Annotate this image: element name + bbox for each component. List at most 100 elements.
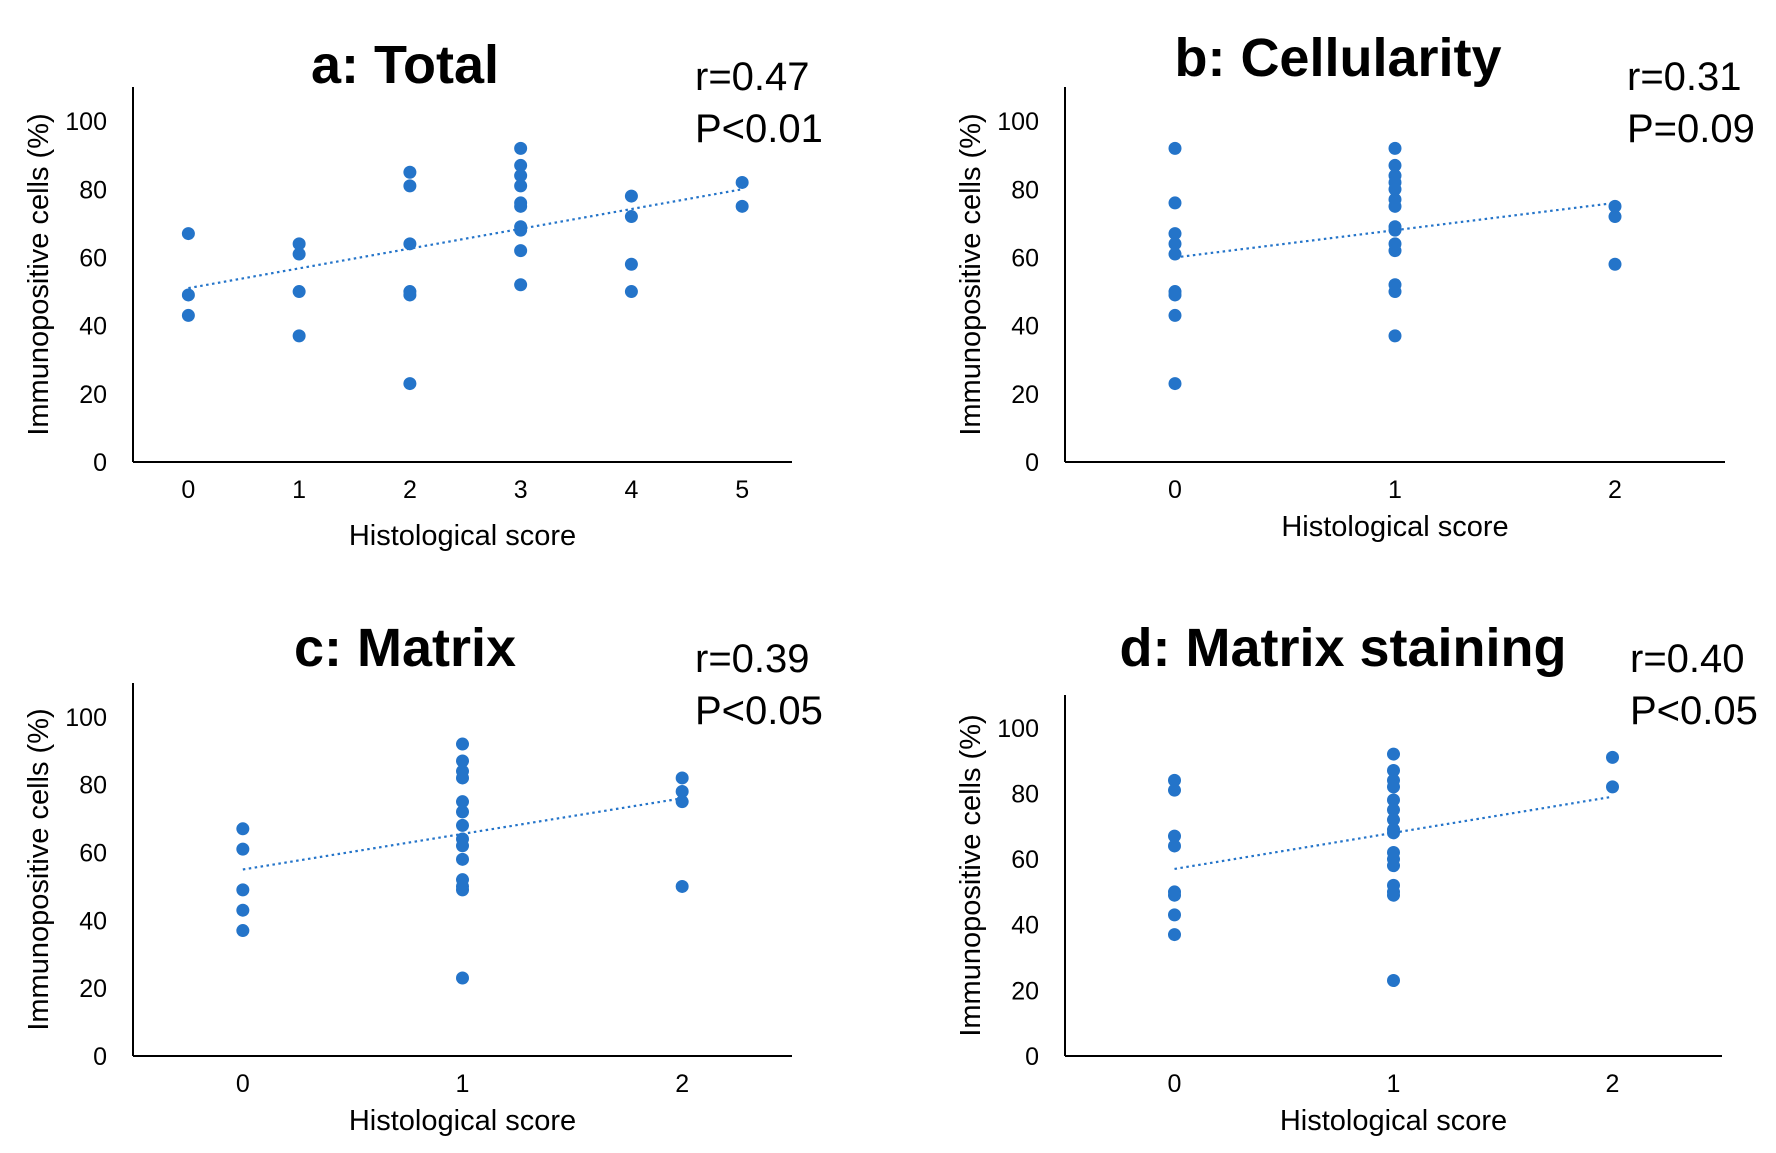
data-point (292, 285, 306, 299)
data-point (1387, 813, 1400, 827)
stat-annotation: P<0.01 (695, 107, 823, 151)
y-tick-label: 0 (1025, 1043, 1039, 1071)
x-tick-label: 2 (403, 476, 417, 504)
data-point (1387, 859, 1400, 873)
data-point (1388, 182, 1402, 196)
x-tick-label: 1 (292, 476, 306, 504)
data-point (456, 805, 469, 819)
data-point (1168, 783, 1181, 797)
data-point (1168, 247, 1182, 261)
data-point (1168, 237, 1182, 251)
y-axis-label: Immunopositive cells (%) (23, 113, 55, 435)
x-axis-label: Histological score (1280, 1105, 1507, 1137)
stat-annotation: P<0.05 (1630, 689, 1758, 733)
chart-title: b: Cellularity (1174, 28, 1501, 88)
trendline (1174, 201, 1616, 259)
data-point (1387, 826, 1400, 840)
y-tick-label: 40 (79, 313, 107, 341)
data-point (514, 179, 528, 193)
data-point (403, 179, 417, 193)
y-tick-label: 100 (997, 715, 1039, 743)
data-point (624, 210, 638, 224)
data-point (1388, 141, 1402, 155)
x-tick-label: 0 (1168, 476, 1182, 504)
data-point (514, 244, 528, 258)
data-point (181, 288, 195, 302)
y-axis-label: Immunopositive cells (%) (955, 714, 987, 1036)
y-tick-label: 20 (79, 381, 107, 409)
x-tick-label: 2 (1606, 1070, 1620, 1098)
x-axis-label: Histological score (349, 520, 576, 552)
y-tick-label: 80 (79, 176, 107, 204)
data-point (1387, 888, 1400, 902)
stat-annotation: P=0.09 (1627, 107, 1755, 151)
stat-annotation: r=0.47 (695, 55, 810, 99)
x-tick-label: 1 (1387, 1070, 1401, 1098)
data-point (1387, 793, 1400, 807)
data-point (514, 199, 528, 213)
data-point (1168, 928, 1181, 942)
y-axis-label: Immunopositive cells (%) (23, 708, 55, 1030)
y-tick-label: 40 (1011, 313, 1039, 341)
y-tick-label: 80 (1011, 780, 1039, 808)
data-point (456, 883, 469, 897)
data-point (1388, 244, 1402, 258)
data-point (456, 754, 469, 768)
data-point (292, 247, 306, 261)
chart-panel-4: 0 20 40 60 80 100 0 1 2 Histological score Immunop… (955, 618, 1758, 1137)
data-point (292, 329, 306, 343)
y-tick-label: 60 (1011, 846, 1039, 874)
data-point (675, 879, 689, 893)
data-point (1168, 773, 1181, 787)
data-point (675, 771, 689, 785)
data-point (181, 308, 195, 322)
stat-annotation: P<0.05 (695, 689, 823, 733)
data-point (403, 165, 417, 179)
data-point (1608, 210, 1622, 224)
data-point (236, 924, 250, 938)
y-tick-label: 40 (1011, 912, 1039, 940)
y-tick-label: 60 (1011, 244, 1039, 272)
data-point (675, 785, 689, 799)
y-tick-label: 20 (1011, 977, 1039, 1005)
data-point (456, 795, 469, 809)
data-point (1608, 199, 1622, 213)
data-point (1168, 196, 1182, 210)
chart-panel-2: 0 20 40 60 80 100 0 1 2 Histological score Immunop… (955, 28, 1755, 543)
data-point (456, 771, 469, 785)
x-tick-label: 5 (735, 476, 749, 504)
x-tick-label: 0 (181, 476, 195, 504)
x-tick-label: 1 (456, 1070, 470, 1098)
chart-panel-1: 0 20 40 60 80 100 0 1 2 3 4 5 Histological score Immu… (23, 35, 823, 552)
stat-annotation: r=0.39 (695, 637, 810, 681)
y-tick-label: 0 (93, 1043, 107, 1071)
data-point (514, 141, 528, 155)
data-point (1168, 288, 1182, 302)
y-tick-label: 100 (997, 108, 1039, 136)
data-point (236, 903, 250, 917)
data-point (1388, 285, 1402, 299)
chart-title: a: Total (311, 35, 499, 95)
data-point (1168, 227, 1182, 241)
x-tick-label: 0 (236, 1070, 250, 1098)
x-tick-label: 0 (1168, 1070, 1182, 1098)
x-tick-label: 3 (514, 476, 528, 504)
data-point (1168, 308, 1182, 322)
stat-annotation: r=0.31 (1627, 55, 1742, 99)
data-point (675, 795, 689, 809)
data-point (624, 257, 638, 271)
stat-annotation: r=0.40 (1630, 637, 1745, 681)
data-point (1608, 257, 1622, 271)
data-point (735, 199, 749, 213)
data-point (403, 237, 417, 251)
data-point (1387, 747, 1400, 761)
data-point (456, 971, 469, 985)
data-point (1168, 839, 1181, 853)
data-point (1168, 888, 1181, 902)
y-tick-label: 100 (65, 108, 107, 136)
data-point (456, 839, 469, 853)
data-point (456, 852, 469, 866)
data-point (236, 822, 250, 836)
y-tick-label: 80 (79, 772, 107, 800)
